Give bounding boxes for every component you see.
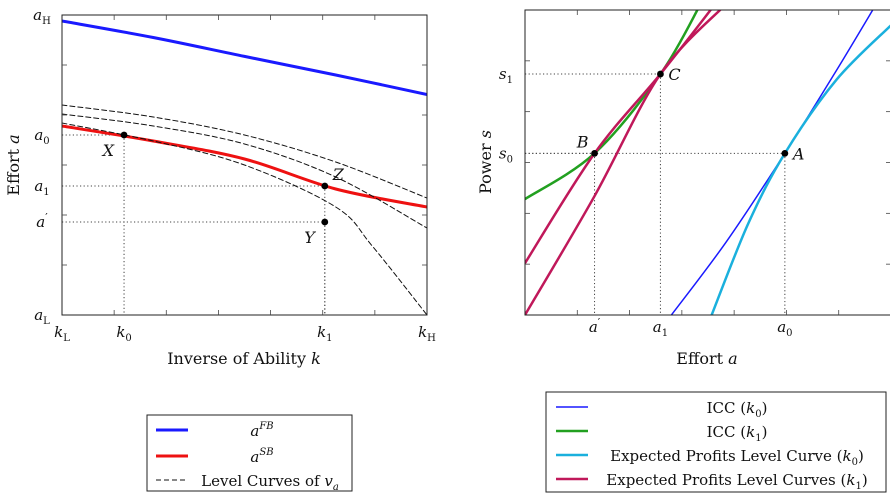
left-y-tick-label-2: a1 [34, 177, 49, 198]
right-legend: ICC (k0) ICC (k1) Expected Profits Level… [545, 391, 887, 493]
right-x-tick-label-2: a0 [777, 318, 792, 339]
left-points: X Z Y [101, 131, 345, 247]
left-guide-lines [62, 134, 326, 315]
left-series-1-asb [62, 124, 427, 209]
left-point-label-y: Y [304, 228, 316, 247]
left-legend: aFB aSB Level Curves of va [146, 414, 353, 493]
left-series-4 [62, 122, 427, 315]
left-x-tick-labels: kL k0 k1 kH [54, 323, 436, 344]
right-y-tick-label-0: s1 [499, 65, 513, 86]
right-x-tick-label-0: a′ [589, 316, 601, 336]
left-y-tick-label-0: aH [33, 6, 51, 27]
right-legend-label-epl-k0: Expected Profits Level Curve (k0) [610, 447, 864, 468]
right-y-axis-label: Power s [476, 130, 495, 194]
left-y-tick-label-4: aL [34, 306, 50, 327]
left-series-0-afb [62, 19, 427, 96]
left-y-tick-labels: aH a0 a1 a′ aL [33, 6, 51, 327]
right-x-tick-label-1: a1 [653, 318, 668, 339]
right-chart-panel: s1 s0 a′ a1 a0 B C A Effort a Power s ICC (k0… [476, 9, 890, 493]
right-point-label-c: C [668, 65, 680, 84]
right-x-tick-labels: a′ a1 a0 [589, 316, 793, 339]
left-series-3 [62, 113, 427, 229]
right-point-label-a: A [791, 144, 805, 163]
left-y-tick-label-1: a0 [34, 126, 49, 147]
right-legend-label-icc-k0: ICC (k0) [707, 399, 768, 420]
left-legend-box [146, 414, 353, 492]
right-y-tick-labels: s1 s0 [499, 65, 513, 165]
left-x-tick-label-2: k1 [317, 323, 332, 344]
right-plot-frame [524, 9, 890, 316]
left-y-axis-label: Effort a [4, 134, 23, 195]
left-legend-label-level: Level Curves of va [201, 472, 339, 493]
right-legend-label-epl-k1: Expected Profits Level Curves (k1) [606, 471, 867, 492]
right-guide-lines [525, 73, 786, 315]
right-legend-box [545, 391, 887, 493]
right-series-group [525, 10, 890, 315]
right-series-3-expected-profits-level-curves1 [525, 10, 713, 265]
right-point-a [781, 149, 789, 157]
left-x-axis-label: Inverse of Ability k [167, 349, 321, 368]
left-y-tick-label-3: a′ [36, 211, 48, 231]
left-point-label-z: Z [332, 165, 345, 184]
right-series-1-icc1 [525, 10, 699, 201]
left-series-2-level-curves-of [62, 104, 427, 199]
right-point-label-b: B [576, 132, 589, 151]
right-point-b [591, 149, 598, 157]
left-chart-panel: aH a0 a1 a′ aL kL k0 k1 kH X Z Y Inverse of Abili… [4, 6, 436, 493]
right-points: B C A [576, 65, 805, 163]
right-tick-marks [525, 10, 890, 315]
right-series-4 [525, 10, 722, 315]
left-series-group [62, 19, 427, 315]
right-series-0-icc0 [670, 10, 874, 315]
left-x-tick-label-1: k0 [116, 323, 131, 344]
left-point-y [321, 218, 329, 226]
left-point-z [321, 182, 329, 190]
left-legend-label-asb: aSB [250, 447, 273, 466]
left-tick-marks [62, 15, 427, 315]
right-y-tick-label-1: s0 [499, 144, 513, 165]
right-point-c [657, 70, 664, 78]
left-x-tick-label-3: kH [418, 323, 436, 344]
right-x-axis-label: Effort a [676, 349, 737, 368]
left-point-label-x: X [101, 141, 115, 160]
right-legend-label-icc-k1: ICC (k1) [707, 423, 768, 444]
left-legend-label-afb: aFB [250, 421, 273, 440]
right-series-2-expected-profits-level-curve0 [710, 24, 890, 315]
left-x-tick-label-0: kL [54, 323, 70, 344]
left-point-x [120, 131, 128, 139]
